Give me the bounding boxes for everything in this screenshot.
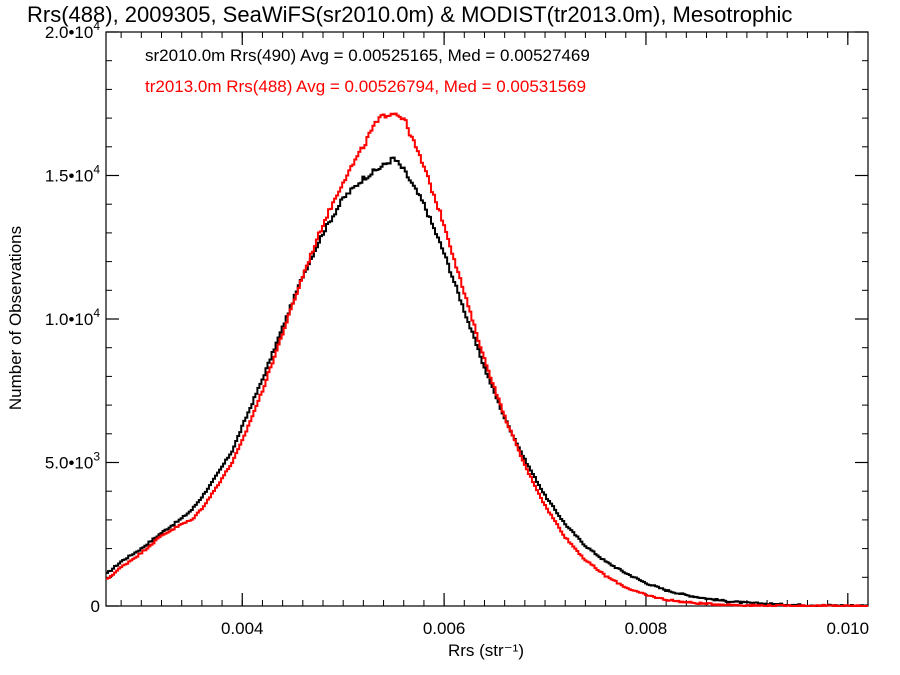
x-axis-label: Rrs (str⁻¹): [448, 641, 524, 660]
y-tick-label: 0: [91, 597, 100, 616]
legend-entry-tr2013: tr2013.0m Rrs(488) Avg = 0.00526794, Med…: [145, 77, 586, 96]
series-tr2013-line: [106, 112, 868, 607]
y-tick-label: 5.0•103: [45, 450, 101, 473]
series-sr2010-line: [106, 156, 868, 607]
chart-title: Rrs(488), 2009305, SeaWiFS(sr2010.0m) & …: [27, 2, 792, 27]
y-tick-label: 2.0•104: [45, 19, 101, 42]
x-tick-label: 0.006: [423, 619, 466, 638]
legend-entry-sr2010: sr2010.0m Rrs(490) Avg = 0.00525165, Med…: [145, 46, 590, 65]
y-tick-label: 1.5•104: [45, 163, 101, 186]
y-axis-label: Number of Observations: [6, 226, 25, 410]
x-tick-label: 0.010: [827, 619, 870, 638]
y-tick-label: 1.0•104: [45, 306, 101, 329]
plot-frame: [105, 31, 869, 607]
plot-area: 0.004 0.006 0.008 0.010 0 5.0•103 1.0•104 1.5•1…: [45, 19, 869, 638]
x-tick-label: 0.004: [221, 619, 264, 638]
x-tick-label: 0.008: [625, 619, 668, 638]
